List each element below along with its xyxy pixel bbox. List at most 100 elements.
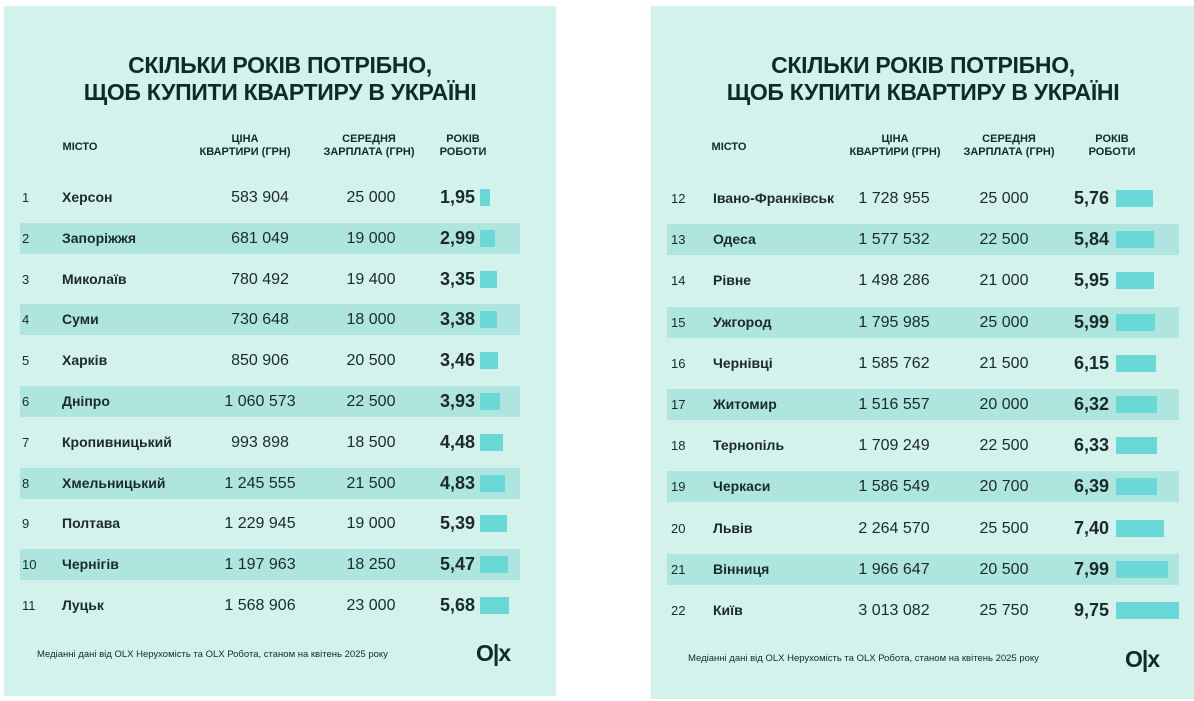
row-rank: 20 (671, 520, 686, 536)
row-rank: 19 (671, 479, 686, 495)
years-bar (1116, 437, 1157, 455)
row-rank: 10 (22, 557, 37, 573)
years-of-work-label: 3,35 (439, 268, 475, 289)
years-of-work-label: 5,68 (439, 595, 475, 615)
table-row: 6 Дніпро 1 060 573 22 500 3,93 (20, 386, 520, 417)
row-rank: 15 (671, 314, 686, 330)
years-bar (480, 556, 508, 574)
city-name: Житомир (713, 396, 777, 412)
years-of-work-label: 6,32 (1073, 394, 1109, 414)
apartment-price: 1 498 286 (858, 272, 930, 290)
years-bar (480, 229, 495, 247)
table-row: 12 Івано-Франківськ 1 728 955 25 000 5,76 (667, 183, 1179, 214)
table-row: 5 Харків 850 906 20 500 3,46 (20, 345, 520, 376)
years-of-work-label: 9,75 (1073, 600, 1109, 620)
years-bar (1116, 313, 1155, 331)
average-salary: 25 750 (979, 602, 1029, 619)
years-bar (1116, 519, 1164, 537)
table-row: 17 Житомир 1 516 557 20 000 6,32 (667, 389, 1179, 420)
header-price: ЦІНА КВАРТИРИ (ГРН) (199, 133, 291, 158)
title-line-1: СКІЛЬКИ РОКІВ ПОТРІБНО, (771, 52, 1075, 78)
table-row: 3 Миколаїв 780 492 19 400 3,35 (20, 264, 520, 295)
apartment-price: 1 245 555 (224, 474, 296, 492)
row-rank: 21 (671, 561, 686, 577)
city-name: Суми (62, 311, 99, 328)
years-of-work-label: 2,99 (439, 227, 475, 248)
table-row: 21 Вінниця 1 966 647 20 500 7,99 (667, 553, 1179, 585)
apartment-price: 1 586 549 (858, 478, 930, 496)
average-salary: 21 500 (346, 474, 396, 492)
average-salary: 18 000 (346, 311, 396, 329)
title-line-1: СКІЛЬКИ РОКІВ ПОТРІБНО, (128, 52, 432, 78)
header-city: МІСТО (711, 141, 747, 153)
city-name: Луцьк (62, 597, 104, 613)
table-row: 13 Одеса 1 577 532 22 500 5,84 (667, 224, 1179, 256)
years-bar (1116, 602, 1179, 619)
table-row: 19 Черкаси 1 586 549 20 700 6,39 (667, 471, 1179, 503)
table-row: 14 Рівне 1 498 286 21 000 5,95 (667, 265, 1179, 296)
table-row: 2 Запоріжжя 681 049 19 000 2,99 (20, 222, 520, 254)
header-years: РОКІВ РОБОТИ (439, 133, 487, 158)
apartment-price: 1 585 762 (858, 354, 930, 372)
city-name: Одеса (713, 231, 756, 248)
years-of-work-label: 5,95 (1073, 270, 1109, 291)
city-name: Черкаси (713, 478, 771, 495)
apartment-price: 1 197 963 (224, 556, 296, 574)
apartment-price: 780 492 (231, 270, 289, 288)
city-name: Львів (713, 519, 753, 536)
apartment-price: 1 709 249 (858, 437, 930, 455)
row-rank: 22 (671, 603, 686, 618)
average-salary: 19 000 (346, 229, 396, 247)
average-salary: 23 000 (346, 597, 396, 614)
header-salary: СЕРЕДНЯ ЗАРПЛАТА (ГРН) (963, 133, 1055, 158)
header-salary: СЕРЕДНЯ ЗАРПЛАТА (ГРН) (323, 133, 415, 158)
years-of-work-label: 5,84 (1073, 229, 1109, 250)
average-salary: 22 500 (346, 393, 396, 410)
left-panel: СКІЛЬКИ РОКІВ ПОТРІБНО, ЩОБ КУПИТИ КВАРТ… (4, 6, 556, 696)
olx-logo: O|x (476, 640, 511, 666)
table-row: 11 Луцьк 1 568 906 23 000 5,68 (20, 590, 520, 621)
years-of-work-label: 4,83 (439, 472, 475, 493)
table-row: 22 Київ 3 013 082 25 750 9,75 (667, 595, 1179, 626)
city-name: Миколаїв (62, 270, 127, 287)
years-of-work-label: 5,47 (439, 554, 475, 575)
city-name: Кропивницький (62, 433, 172, 450)
city-name: Вінниця (713, 560, 770, 577)
years-bar (480, 352, 498, 370)
apartment-price: 730 648 (231, 311, 289, 329)
years-bar (1116, 560, 1168, 578)
row-rank: 11 (22, 598, 36, 613)
apartment-price: 993 898 (231, 433, 289, 451)
years-bar (1116, 231, 1154, 249)
city-name: Дніпро (62, 393, 110, 409)
average-salary: 20 500 (979, 560, 1029, 578)
table-row: 15 Ужгород 1 795 985 25 000 5,99 (667, 306, 1179, 338)
table-row: 10 Чернігів 1 197 963 18 250 5,47 (20, 549, 520, 581)
years-of-work-label: 5,39 (439, 513, 475, 534)
city-name: Запоріжжя (62, 229, 137, 246)
row-rank: 12 (671, 191, 686, 206)
row-rank: 13 (671, 232, 686, 248)
average-salary: 25 500 (979, 519, 1029, 537)
row-rank: 6 (22, 394, 30, 409)
average-salary: 18 500 (346, 433, 396, 451)
row-rank: 18 (671, 438, 686, 454)
average-salary: 18 250 (346, 556, 396, 574)
years-bar (480, 393, 500, 410)
panel-title: СКІЛЬКИ РОКІВ ПОТРІБНО, ЩОБ КУПИТИ КВАРТ… (4, 52, 556, 106)
table-row: 7 Кропивницький 993 898 18 500 4,48 (20, 427, 520, 458)
apartment-price: 681 049 (231, 229, 289, 247)
average-salary: 19 400 (346, 270, 396, 288)
header-city: МІСТО (62, 141, 98, 153)
years-of-work-label: 4,48 (439, 431, 475, 452)
years-of-work-label: 3,93 (439, 391, 475, 411)
apartment-price: 1 568 906 (224, 597, 296, 614)
apartment-price: 3 013 082 (858, 602, 930, 619)
years-bar (480, 189, 490, 206)
row-rank: 3 (22, 271, 30, 287)
row-rank: 4 (22, 312, 30, 328)
years-of-work-label: 1,95 (439, 187, 475, 207)
header-years: РОКІВ РОБОТИ (1088, 133, 1136, 158)
years-bar (1116, 354, 1156, 372)
years-bar (1116, 272, 1154, 290)
